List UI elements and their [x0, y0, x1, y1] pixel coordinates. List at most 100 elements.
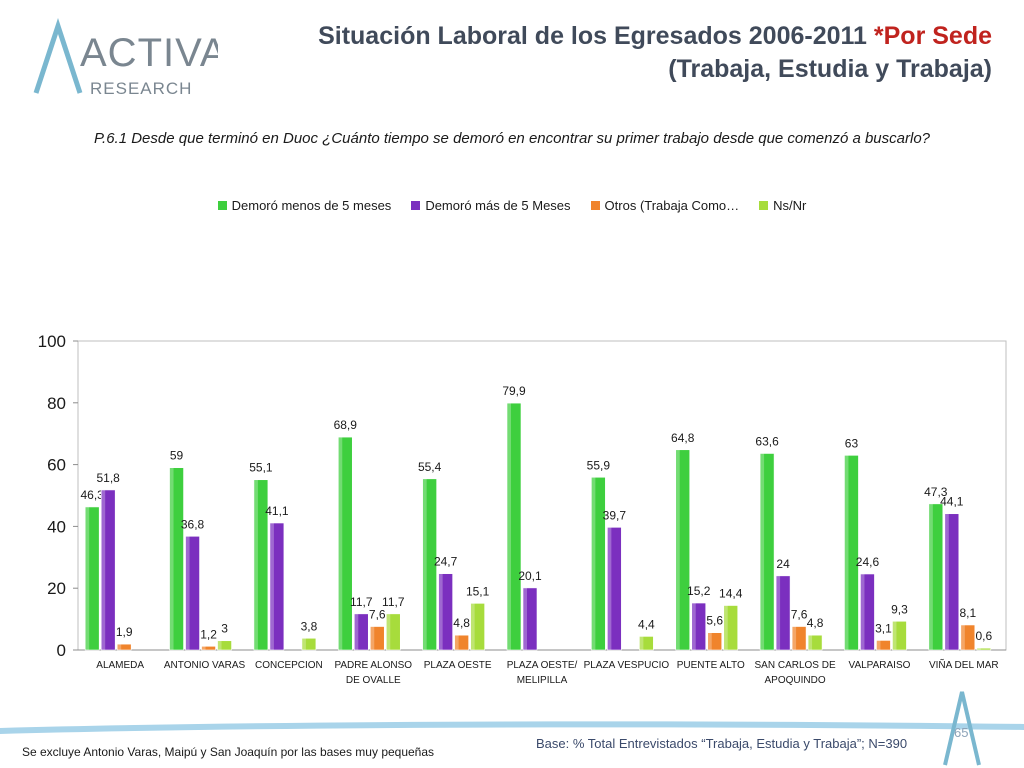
legend-label: Demoró más de 5 Meses [425, 198, 571, 213]
bar-highlight [422, 478, 427, 650]
data-label: 79,9 [502, 384, 526, 398]
bar-highlight [301, 638, 306, 650]
x-tick-label: ALAMEDA [96, 660, 144, 671]
title-main: Situación Laboral de los Egresados 2006-… [318, 22, 867, 50]
bar-highlight [117, 644, 122, 650]
logo-a-shape [33, 18, 83, 94]
legend-swatch-purple [411, 201, 421, 210]
bar-highlight [808, 635, 813, 650]
bar-purple [944, 513, 960, 651]
bar-highlight [976, 648, 981, 650]
bar-green [422, 478, 437, 651]
bar-orange [369, 626, 385, 651]
page-title: Situación Laboral de los Egresados 2006-… [272, 20, 992, 86]
bar-lime [976, 647, 992, 651]
bar-green [337, 436, 353, 651]
bar-highlight [507, 403, 511, 650]
bar-highlight [776, 575, 781, 650]
bar-highlight [844, 455, 849, 650]
data-label: 36,8 [181, 517, 205, 531]
data-label: 24 [776, 557, 790, 571]
y-tick-label: 100 [38, 332, 66, 351]
bar-lime [807, 634, 823, 651]
legend-label: Ns/Nr [773, 198, 807, 213]
data-label: 44,1 [940, 495, 964, 509]
bar-highlight [454, 635, 459, 650]
data-label: 0,6 [975, 629, 992, 643]
data-label: 47,3 [924, 485, 948, 499]
x-tick-label: DE OVALLE [346, 675, 401, 686]
data-label: 8,1 [959, 606, 976, 620]
bar-lime [470, 603, 485, 651]
bar-highlight [860, 573, 865, 650]
bar-purple [185, 535, 200, 651]
bar-highlight [691, 603, 696, 650]
x-tick-label: PLAZA VESPUCIO [584, 660, 670, 671]
legend-label: Demoró menos de 5 meses [231, 198, 392, 213]
bar-orange [116, 643, 132, 651]
bar-highlight [792, 626, 797, 650]
survey-question: P.6.1 Desde que terminó en Duoc ¿Cuánto … [93, 130, 931, 147]
bar-highlight [960, 624, 965, 650]
bar-lime [301, 637, 317, 651]
bar-green [844, 455, 859, 651]
data-label: 55,1 [249, 461, 273, 475]
data-label: 15,1 [466, 584, 490, 598]
legend-item-purple: Demoró más de 5 Meses [411, 198, 571, 213]
bar-highlight [386, 613, 391, 650]
data-label: 3,1 [875, 621, 892, 635]
bar-orange [201, 645, 216, 651]
bar-highlight [639, 636, 644, 650]
bar-highlight [253, 479, 258, 650]
data-label: 24,7 [434, 555, 458, 569]
bar-highlight [470, 603, 475, 650]
data-label: 3,8 [301, 619, 318, 633]
page-number: 65 [954, 725, 969, 740]
bar-highlight [591, 477, 596, 650]
data-label: 39,7 [603, 508, 627, 522]
legend-swatch-orange [590, 201, 600, 210]
data-label: 5,6 [706, 614, 723, 628]
x-tick-label: ANTONIO VARAS [164, 660, 246, 671]
bar-highlight [944, 513, 949, 650]
bar-purple [607, 527, 622, 651]
bar-green [506, 402, 522, 651]
data-label: 7,6 [791, 608, 808, 622]
logo-main-text: ACTIVA [80, 31, 218, 75]
bar-green [591, 476, 606, 651]
bar-green [759, 453, 775, 651]
bar-highlight [169, 467, 174, 650]
bar-purple [269, 522, 285, 651]
bar-purple [522, 587, 538, 651]
bar-orange [707, 632, 723, 651]
bar-purple [691, 602, 707, 651]
y-tick-label: 80 [47, 394, 66, 413]
x-tick-label: PLAZA OESTE/ [507, 660, 578, 671]
data-label: 14,4 [719, 587, 743, 601]
x-tick-label: VIÑA DEL MAR [929, 658, 999, 671]
legend-swatch-green [217, 201, 227, 210]
data-label: 68,9 [334, 418, 358, 432]
x-tick-label: MELIPILLA [517, 675, 568, 686]
data-label: 4,8 [807, 616, 824, 630]
y-tick-label: 60 [47, 456, 66, 475]
bar-highlight [269, 523, 274, 650]
x-tick-label: VALPARAISO [849, 660, 911, 671]
bar-lime [217, 640, 232, 651]
bar-purple [438, 573, 453, 651]
bar-highlight [607, 527, 612, 650]
y-tick-label: 40 [47, 517, 66, 536]
bar-green [675, 449, 691, 651]
legend-item-orange: Otros (Trabaja Como… [590, 198, 739, 213]
logo-sub-text: RESEARCH [90, 79, 192, 98]
data-label: 3 [221, 622, 228, 636]
bar-highlight [185, 536, 190, 650]
bar-highlight [338, 437, 343, 650]
x-tick-label: PUENTE ALTO [677, 660, 745, 671]
data-label: 64,8 [671, 431, 695, 445]
data-label: 15,2 [687, 584, 711, 598]
x-tick-label: PADRE ALONSO [334, 660, 412, 671]
data-label: 1,2 [200, 627, 217, 641]
chart-legend: Demoró menos de 5 meses Demoró más de 5 … [0, 198, 1024, 213]
